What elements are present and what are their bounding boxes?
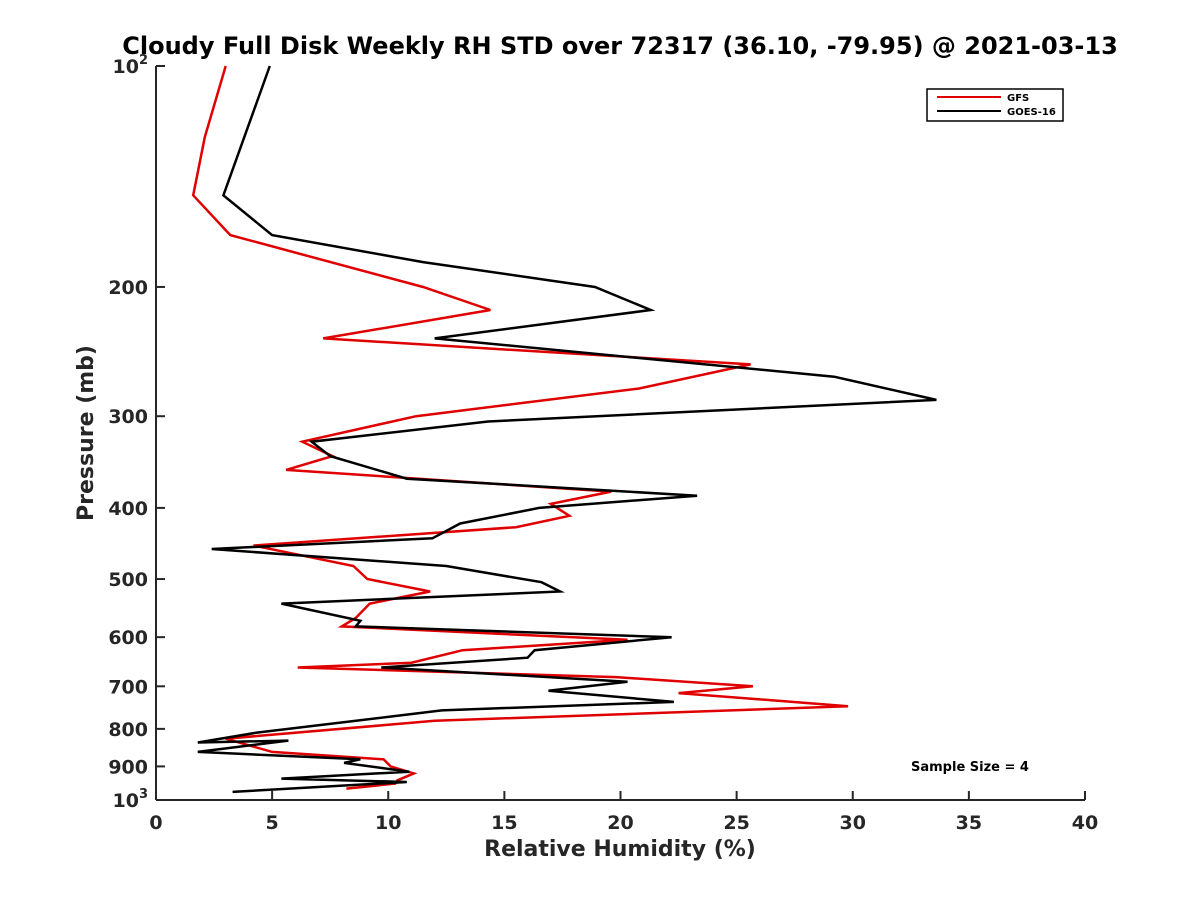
- y-tick-label: 300: [108, 406, 148, 428]
- x-tick-label: 35: [956, 812, 982, 834]
- sample-size-annotation: Sample Size = 4: [911, 760, 1029, 775]
- y-tick-label: 500: [108, 569, 148, 591]
- y-ticks: 102 200 300 400 500 600 700 800 900 103: [108, 53, 165, 812]
- y-tick-label: 103: [113, 787, 149, 812]
- y-tick-label: 600: [108, 627, 148, 649]
- chart-title: Cloudy Full Disk Weekly RH STD over 7231…: [122, 32, 1118, 60]
- legend: GFS GOES-16: [926, 88, 1064, 122]
- y-tick-label: 102: [113, 53, 149, 78]
- series-layer: [191, 65, 937, 794]
- legend-label-goes16: GOES-16: [1007, 107, 1056, 118]
- series-line-gfs: [191, 65, 849, 790]
- axes: [155, 66, 1085, 801]
- x-axis-label: Relative Humidity (%): [484, 837, 756, 862]
- y-tick-label: 700: [108, 676, 148, 698]
- x-tick-label: 0: [149, 812, 162, 834]
- legend-box: [926, 88, 1064, 122]
- x-tick-label: 20: [607, 812, 633, 834]
- series-line-goes16: [197, 65, 937, 794]
- x-tick-label: 30: [840, 812, 866, 834]
- legend-label-gfs: GFS: [1007, 93, 1029, 104]
- x-tick-label: 10: [375, 812, 401, 834]
- x-tick-label: 15: [491, 812, 517, 834]
- x-tick-label: 40: [1072, 812, 1098, 834]
- x-tick-label: 5: [266, 812, 279, 834]
- y-tick-label: 400: [108, 498, 148, 520]
- x-ticks: 0 5 10 15 20 25 30 35 40: [149, 791, 1098, 834]
- y-tick-label: 900: [108, 756, 148, 778]
- x-tick-label: 25: [723, 812, 749, 834]
- y-tick-label: 200: [108, 277, 148, 299]
- y-axis-label: Pressure (mb): [74, 345, 99, 521]
- y-tick-label: 800: [108, 719, 148, 741]
